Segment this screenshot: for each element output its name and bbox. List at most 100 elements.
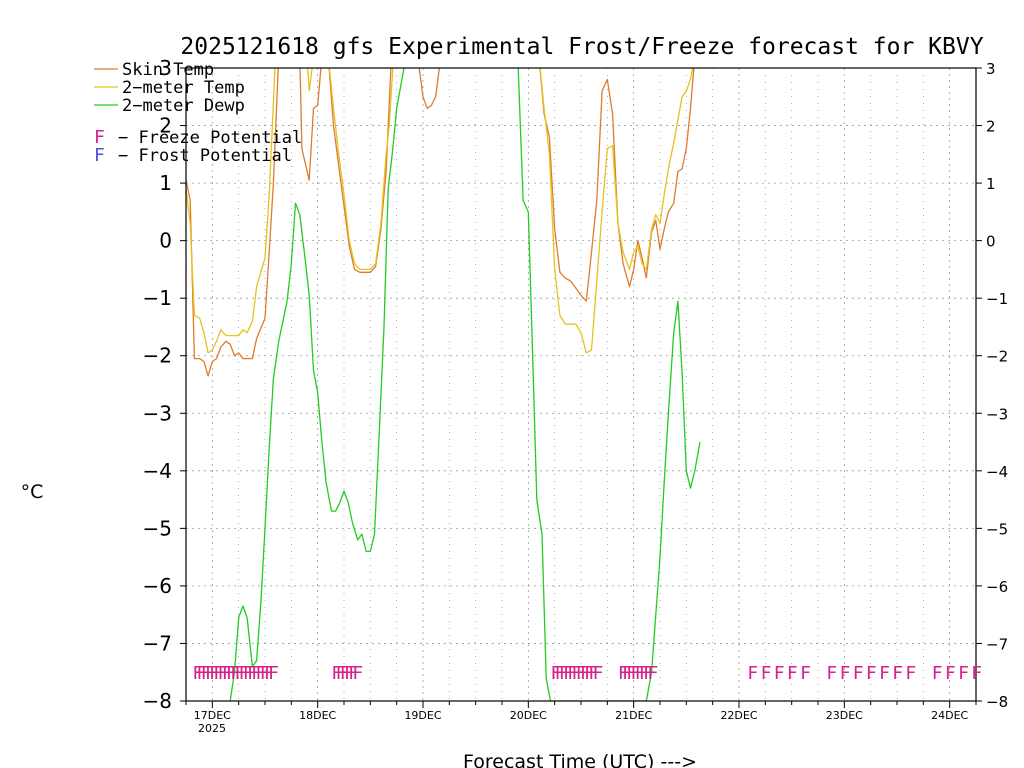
legend-label-skin-temp: Skin Temp xyxy=(122,60,214,80)
freeze-potential-marker: F xyxy=(747,663,758,684)
y-tick-label-right: −2 xyxy=(986,348,1008,366)
legend: Skin Temp 2−meter Temp 2−meter Dewp F − … xyxy=(94,60,302,166)
legend-label-freeze-potential: − Freeze Potential xyxy=(118,128,302,148)
series-line-2-meter-temp xyxy=(186,68,694,354)
legend-symbol-frost: F xyxy=(94,145,105,166)
freeze-potential-marker: F xyxy=(260,663,271,684)
freeze-potential-marker: F xyxy=(635,663,646,684)
freeze-potential-marker: F xyxy=(643,663,654,684)
freeze-potential-marker: F xyxy=(209,663,220,684)
freeze-potential-marker: F xyxy=(584,663,595,684)
freeze-potential-marker: F xyxy=(234,663,245,684)
x-axis-label: Forecast Time (UTC) ---> xyxy=(463,751,697,768)
freeze-potential-marker: F xyxy=(344,663,355,684)
legend-label-2m-dewp: 2−meter Dewp xyxy=(122,96,245,116)
freeze-potential-marker: F xyxy=(631,663,642,684)
y-tick-label-left: −8 xyxy=(143,689,172,713)
freeze-potential-marker: F xyxy=(639,663,650,684)
freeze-potential-marker: F xyxy=(945,663,956,684)
series-lines xyxy=(186,68,701,701)
freeze-potential-marker: F xyxy=(567,663,578,684)
freeze-potential-marker: F xyxy=(958,663,969,684)
y-tick-label-right: −1 xyxy=(986,290,1008,308)
x-tick-label: 22DEC xyxy=(720,709,757,722)
y-tick-label-left: −2 xyxy=(143,344,172,368)
grid xyxy=(186,68,976,701)
freeze-potential-marker: F xyxy=(618,663,629,684)
x-tick-label: 23DEC xyxy=(826,709,863,722)
y-tick-label-right: 1 xyxy=(986,175,996,193)
freeze-potential-marker: F xyxy=(588,663,599,684)
freeze-potential-marker: F xyxy=(197,663,208,684)
freeze-potential-marker: F xyxy=(593,663,604,684)
x-axis-year-label: 2025 xyxy=(198,722,226,735)
y-tick-label-left: −5 xyxy=(143,516,172,540)
freeze-potential-marker: F xyxy=(213,663,224,684)
freeze-potential-marker: F xyxy=(866,663,877,684)
freeze-potential-marker: F xyxy=(550,663,561,684)
freeze-potential-marker: F xyxy=(932,663,943,684)
freeze-potential-marker: F xyxy=(336,663,347,684)
y-tick-label-left: 2 xyxy=(159,114,172,138)
y-tick-label-right: −3 xyxy=(986,405,1008,423)
freeze-potential-marker: F xyxy=(239,663,250,684)
freeze-potential-marker: F xyxy=(840,663,851,684)
series-line-skin-temp xyxy=(186,68,695,377)
freeze-potential-marker: F xyxy=(576,663,587,684)
y-tick-label-right: 3 xyxy=(986,60,996,78)
y-tick-label-left: −4 xyxy=(143,459,172,483)
freeze-potential-marker: F xyxy=(340,663,351,684)
y-tick-label-right: 2 xyxy=(986,118,996,136)
freeze-potential-marker: F xyxy=(348,663,359,684)
legend-symbol-freeze: F xyxy=(94,127,105,148)
freeze-potential-marker: F xyxy=(647,663,658,684)
x-tick-label: 24DEC xyxy=(931,709,968,722)
freeze-potential-marker: F xyxy=(563,663,574,684)
freeze-potential-marker: F xyxy=(800,663,811,684)
x-tick-label: 21DEC xyxy=(615,709,652,722)
axis-ticks: −8 −8 −7 −7 −6 −6 −5 −5 −4 −4 −3 −3 −2 −2 −1 −1 0 0 1 1 2 2 3 3… xyxy=(143,56,1009,722)
freeze-potential-marker: F xyxy=(331,663,342,684)
y-tick-label-left: 1 xyxy=(159,171,172,195)
freeze-potential-marker: F xyxy=(226,663,237,684)
freeze-potential-marker: F xyxy=(761,663,772,684)
freeze-potential-marker: F xyxy=(247,663,258,684)
freeze-potential-marker: F xyxy=(626,663,637,684)
y-tick-label-left: −6 xyxy=(143,574,172,598)
freeze-potential-marker: F xyxy=(580,663,591,684)
freeze-potential-marker: F xyxy=(905,663,916,684)
freeze-potential-marker: F xyxy=(555,663,566,684)
freeze-potential-marker: F xyxy=(264,663,275,684)
freeze-potential-marker: F xyxy=(853,663,864,684)
y-tick-label-left: −1 xyxy=(143,286,172,310)
freeze-potential-marker: F xyxy=(622,663,633,684)
y-tick-label-left: −3 xyxy=(143,401,172,425)
y-tick-label-right: −4 xyxy=(986,463,1008,481)
freeze-potential-marker: F xyxy=(774,663,785,684)
freeze-potential-marker: F xyxy=(243,663,254,684)
legend-label-2m-temp: 2−meter Temp xyxy=(122,78,245,98)
series-line-2-meter-dewp xyxy=(229,68,701,701)
freeze-potential-marker: F xyxy=(787,663,798,684)
freeze-potential-marker: F xyxy=(879,663,890,684)
freeze-potential-marker: F xyxy=(352,663,363,684)
x-tick-label: 18DEC xyxy=(299,709,336,722)
freeze-potential-marker: F xyxy=(205,663,216,684)
y-tick-label-right: −6 xyxy=(986,578,1008,596)
x-tick-label: 19DEC xyxy=(404,709,441,722)
freeze-potential-marker: F xyxy=(222,663,233,684)
freeze-potential-marker: F xyxy=(559,663,570,684)
y-axis-label: °C xyxy=(21,481,44,503)
freeze-potential-marker: F xyxy=(971,663,982,684)
y-tick-label-left: −7 xyxy=(143,631,172,655)
y-tick-label-right: −8 xyxy=(986,693,1008,711)
freeze-potential-marker: F xyxy=(256,663,267,684)
x-tick-label: 20DEC xyxy=(510,709,547,722)
y-tick-label-left: 0 xyxy=(159,229,172,253)
freeze-potential-marker: F xyxy=(268,663,279,684)
y-tick-label-right: −5 xyxy=(986,520,1008,538)
chart-title: 2025121618 gfs Experimental Frost/Freeze… xyxy=(180,34,983,60)
legend-label-frost-potential: − Frost Potential xyxy=(118,146,292,166)
